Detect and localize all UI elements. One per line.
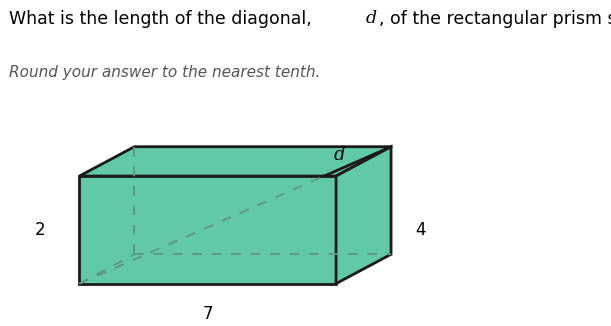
Text: d: d	[365, 10, 376, 27]
Polygon shape	[79, 147, 391, 176]
Polygon shape	[336, 147, 391, 284]
Text: 4: 4	[415, 221, 426, 239]
Text: d: d	[334, 146, 345, 164]
Text: , of the rectangular prism shown below?: , of the rectangular prism shown below?	[379, 10, 611, 28]
Text: What is the length of the diagonal,: What is the length of the diagonal,	[9, 10, 318, 28]
Text: Round your answer to the nearest tenth.: Round your answer to the nearest tenth.	[9, 65, 321, 80]
Text: 2: 2	[35, 221, 46, 239]
Polygon shape	[79, 176, 336, 284]
Text: 7: 7	[202, 305, 213, 323]
